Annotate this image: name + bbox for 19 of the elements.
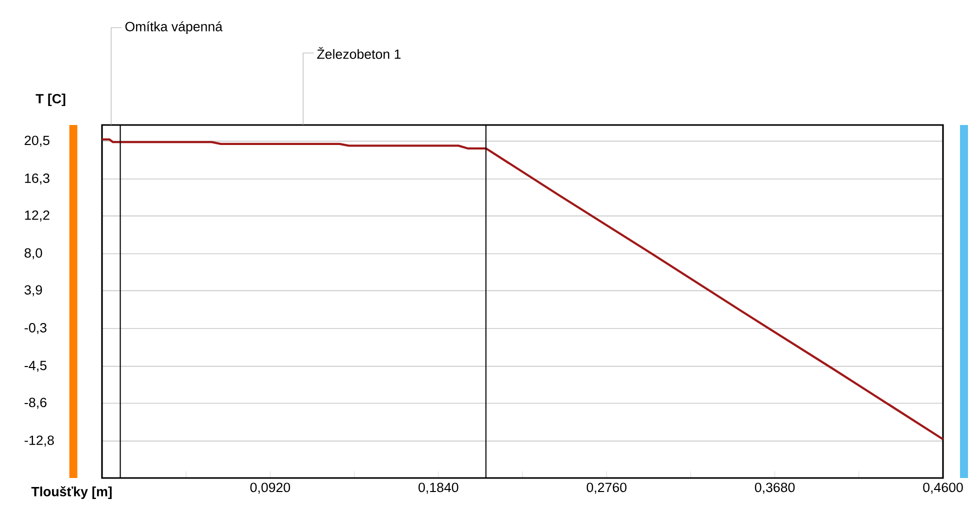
y-tick-label: 20,5 — [24, 136, 50, 147]
x-axis-title: Tloušťky [m] — [31, 486, 112, 499]
x-tick-label: 0,0920 — [250, 482, 290, 494]
line-series — [100, 138, 944, 440]
y-tick-label: -4,5 — [24, 360, 46, 372]
y-tick-label: -12,8 — [24, 436, 54, 447]
y-tick-label: 12,2 — [25, 210, 50, 222]
y-tick-label: 8,0 — [24, 248, 42, 260]
x-tick-label: 0,4600 — [923, 482, 963, 494]
text: Železobeton 1 — [317, 47, 401, 59]
text: Omítka vápenná — [125, 21, 223, 34]
x-tick-label: 0,1840 — [418, 482, 458, 494]
y-tick-label: 3,9 — [24, 285, 42, 296]
y-tick-label: -8,6 — [24, 398, 46, 409]
x-tick-label: 0,3680 — [754, 482, 795, 494]
x-tick-label: 0,2760 — [586, 482, 626, 494]
y-tick-label: 16,3 — [25, 174, 50, 185]
y-axis-title: T [C] — [36, 94, 66, 106]
y-tick-label: -0,3 — [24, 323, 46, 334]
